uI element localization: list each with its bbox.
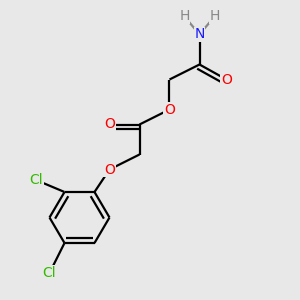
Text: O: O: [104, 118, 115, 131]
Text: O: O: [221, 73, 232, 86]
Text: N: N: [194, 28, 205, 41]
Text: Cl: Cl: [43, 266, 56, 280]
Text: Cl: Cl: [29, 173, 43, 187]
Text: O: O: [104, 163, 115, 176]
Text: O: O: [164, 103, 175, 116]
Text: H: H: [179, 10, 190, 23]
Text: H: H: [209, 10, 220, 23]
